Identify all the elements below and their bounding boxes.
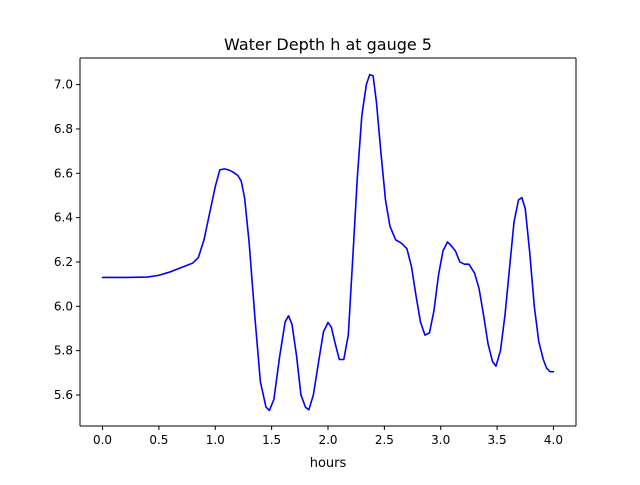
x-tick-label: 0.5: [149, 433, 168, 447]
x-tick-label: 3.5: [488, 433, 507, 447]
y-tick-label: 6.2: [54, 255, 73, 269]
y-tick-label: 5.8: [54, 344, 73, 358]
chart-title: Water Depth h at gauge 5: [224, 35, 432, 54]
series-line-0: [101, 73, 555, 412]
x-tick-label: 1.0: [206, 433, 225, 447]
y-tick-label: 5.6: [54, 388, 73, 402]
series-layer: [101, 73, 555, 412]
y-tick-label: 6.0: [54, 299, 73, 313]
y-tick-label: 6.4: [54, 211, 73, 225]
y-tick-label: 7.0: [54, 78, 73, 92]
x-tick-label: 4.0: [544, 433, 563, 447]
x-axis-label: hours: [310, 456, 347, 471]
x-tick-label: 1.5: [262, 433, 281, 447]
y-tick-label: 6.6: [54, 166, 73, 180]
y-tick-label: 6.8: [54, 122, 73, 136]
x-tick-label: 0.0: [93, 433, 112, 447]
x-tick-label: 2.0: [318, 433, 337, 447]
x-tick-label: 2.5: [375, 433, 394, 447]
tick-layer: 0.0 0.5 1.0 1.5 2.0 2.5 3.0 3.5 4.0 5.6 5.8 6.0 6.2 6…: [54, 78, 563, 447]
x-tick-label: 3.0: [431, 433, 450, 447]
